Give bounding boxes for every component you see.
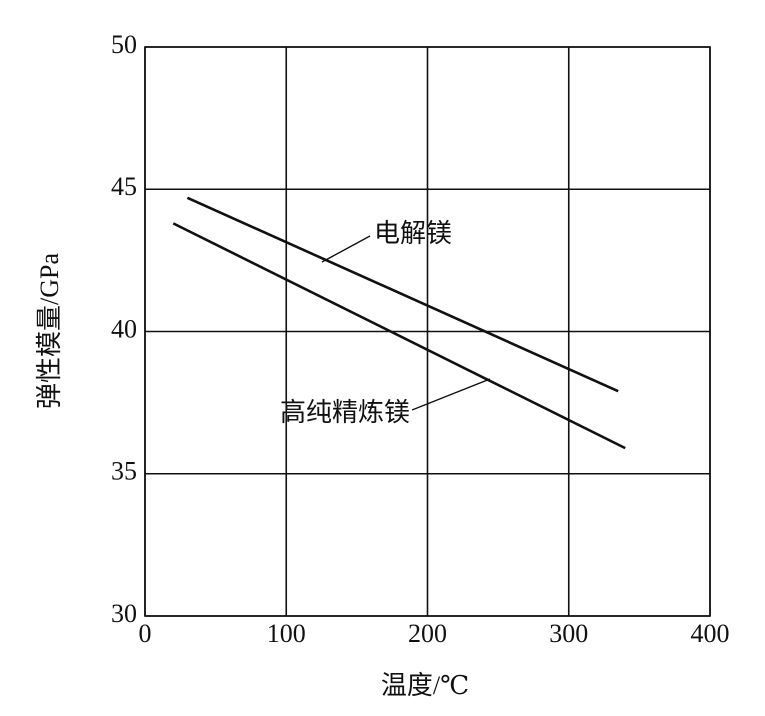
y-tick-label: 30 <box>111 599 137 628</box>
plot-frame <box>144 46 711 617</box>
x-tick-label: 300 <box>549 619 588 648</box>
x-tick-label: 200 <box>408 619 447 648</box>
x-axis-label: 温度/℃ <box>381 671 469 700</box>
x-tick-label: 0 <box>139 619 152 648</box>
y-tick-label: 35 <box>111 457 137 486</box>
series-label: 电解镁 <box>374 219 452 248</box>
y-tick-label: 40 <box>111 314 137 343</box>
y-tick-label: 50 <box>111 30 137 59</box>
y-tick-label: 45 <box>111 172 137 201</box>
y-axis-label: 弹性模量/GPa <box>35 253 64 409</box>
x-tick-label: 400 <box>691 619 730 648</box>
leader-line <box>321 235 371 263</box>
x-tick-label: 100 <box>267 619 306 648</box>
data-line <box>172 222 626 450</box>
data-line <box>186 196 619 393</box>
series-label: 高纯精炼镁 <box>280 398 410 427</box>
leader-line <box>411 378 491 411</box>
